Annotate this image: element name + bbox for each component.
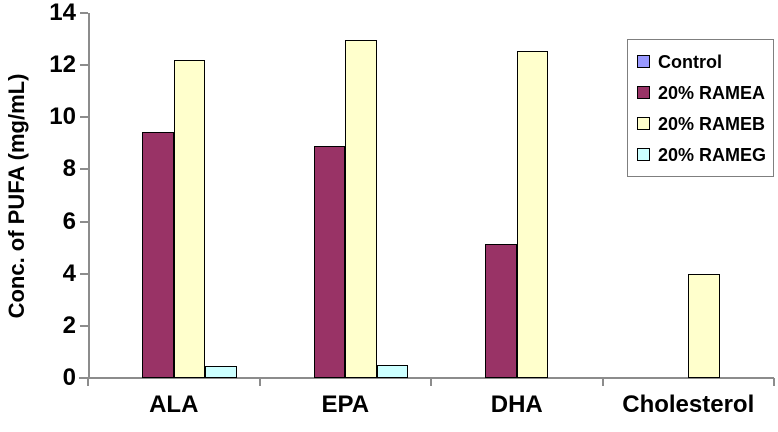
bar-20-rameb-dha xyxy=(516,50,549,378)
legend-label: 20% RAMEB xyxy=(658,113,766,134)
y-tick-label: 12 xyxy=(49,51,76,79)
y-tick-mark xyxy=(80,220,88,223)
legend-item: 20% RAMEG xyxy=(637,144,773,166)
y-tick-mark xyxy=(80,116,88,119)
x-axis-line xyxy=(79,377,774,379)
y-tick-mark xyxy=(80,168,88,171)
bar-20-rameg-ala xyxy=(205,366,237,378)
x-tick-mark xyxy=(601,378,604,386)
legend: Control 20% RAMEA 20% RAMEB 20% RAMEG xyxy=(627,39,774,177)
x-category-label: DHA xyxy=(490,391,543,418)
legend-item: 20% RAMEA xyxy=(637,82,773,104)
legend-swatch-icon xyxy=(637,117,650,130)
bar-20-rameb-epa xyxy=(345,40,377,378)
x-tick-mark xyxy=(258,378,261,386)
legend-swatch-icon xyxy=(637,55,650,68)
bar-20-rameb-ala xyxy=(173,59,206,378)
legend-label: Control xyxy=(658,51,722,72)
x-tick-mark xyxy=(87,378,89,386)
y-tick-label: 14 xyxy=(49,0,76,26)
x-tick-mark xyxy=(430,378,432,386)
legend-label: 20% RAMEA xyxy=(658,82,766,103)
y-tick-mark xyxy=(80,324,88,327)
bar-20-rameb-cholesterol xyxy=(688,273,720,378)
y-tick-mark xyxy=(80,377,88,379)
y-tick-label: 4 xyxy=(62,259,76,287)
legend-swatch-icon xyxy=(637,148,650,161)
legend-label: 20% RAMEG xyxy=(658,144,767,165)
bar-20-ramea-epa xyxy=(313,145,346,378)
y-tick-label: 8 xyxy=(62,155,76,183)
bar-20-ramea-ala xyxy=(142,131,174,378)
y-tick-label: 6 xyxy=(62,207,76,235)
x-category-label: Cholesterol xyxy=(622,391,755,418)
y-tick-mark xyxy=(80,64,88,67)
y-tick-label: 0 xyxy=(62,364,76,391)
x-tick-mark xyxy=(773,378,775,386)
x-category-label: ALA xyxy=(149,391,199,418)
y-axis-line xyxy=(88,13,90,378)
y-tick-label: 2 xyxy=(62,311,76,339)
bar-20-rameg-epa xyxy=(376,364,409,378)
legend-swatch-icon xyxy=(637,86,650,99)
y-tick-mark xyxy=(80,272,88,275)
plot-area: 0 2 4 6 8 10 12 14 ALA EPA DHA Cholesterol xyxy=(49,0,775,418)
bar-20-ramea-dha xyxy=(485,243,517,378)
x-category-label: EPA xyxy=(321,391,370,418)
y-tick-label: 10 xyxy=(49,103,76,131)
legend-item: 20% RAMEB xyxy=(637,113,773,135)
legend-item: Control xyxy=(637,51,773,73)
y-tick-mark xyxy=(80,12,88,14)
